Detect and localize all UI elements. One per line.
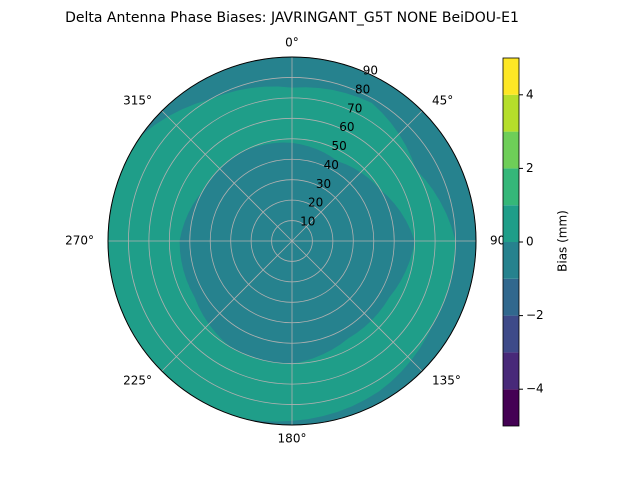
colorbar-band bbox=[503, 352, 519, 390]
colorbar-tick-label: 0 bbox=[526, 235, 534, 249]
colorbar-band bbox=[503, 58, 519, 95]
theta-tick-label: 180° bbox=[278, 432, 307, 446]
r-tick-label: 20 bbox=[308, 196, 323, 210]
r-tick-label: 50 bbox=[331, 139, 346, 153]
r-tick-label: 80 bbox=[355, 82, 370, 96]
theta-tick-label: 45° bbox=[432, 93, 453, 107]
colorbar-tick-label: −2 bbox=[526, 308, 544, 322]
r-tick-label: 70 bbox=[347, 101, 362, 115]
colorbar-band bbox=[503, 131, 519, 169]
colorbar-band bbox=[503, 94, 519, 132]
chart-title: Delta Antenna Phase Biases: JAVRINGANT_G… bbox=[65, 10, 519, 26]
grid-spoke bbox=[161, 240, 293, 372]
grid-spoke bbox=[291, 240, 423, 372]
r-tick-label: 90 bbox=[363, 64, 378, 78]
r-tick-label: 10 bbox=[300, 215, 315, 229]
r-tick-label: 30 bbox=[316, 177, 331, 191]
theta-tick-label: 90 bbox=[490, 234, 505, 248]
plot-frame bbox=[107, 56, 477, 426]
r-tick-label: 40 bbox=[324, 158, 339, 172]
r-tick-label: 60 bbox=[339, 120, 354, 134]
theta-tick-label: 315° bbox=[123, 93, 152, 107]
colorbar-band bbox=[503, 278, 519, 316]
colorbar-band bbox=[503, 205, 519, 242]
colorbar-band bbox=[503, 315, 519, 353]
theta-tick-label: 0° bbox=[285, 36, 299, 50]
theta-tick-label: 270° bbox=[65, 234, 94, 248]
theta-tick-label: 135° bbox=[432, 374, 461, 388]
grid-spoke bbox=[161, 110, 293, 242]
colorbar-band bbox=[503, 168, 519, 206]
colorbar-tick-label: −4 bbox=[526, 382, 544, 396]
colorbar-label: Bias (mm) bbox=[556, 210, 570, 272]
grid-spoke bbox=[291, 110, 423, 242]
colorbar-tick-label: 4 bbox=[526, 87, 534, 101]
colorbar-band bbox=[503, 242, 519, 279]
colorbar-band bbox=[503, 389, 519, 426]
colorbar-tick-label: 2 bbox=[526, 161, 534, 175]
theta-tick-label: 225° bbox=[123, 374, 152, 388]
